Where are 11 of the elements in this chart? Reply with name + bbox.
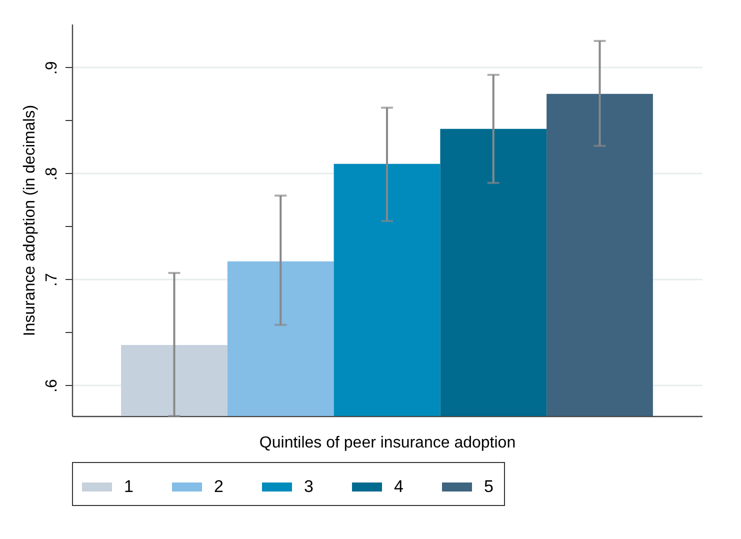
legend-label: 2	[214, 477, 224, 496]
legend-label: 1	[124, 477, 134, 496]
legend-label: 3	[304, 477, 314, 496]
x-axis-title: Quintiles of peer insurance adoption	[259, 434, 516, 452]
y-tick-label: .6	[44, 379, 60, 392]
y-axis-title: Insurance adoption (in decimals)	[22, 104, 38, 336]
legend-label: 5	[484, 477, 494, 496]
y-tick-label: .9	[44, 61, 60, 75]
y-tick-label: .8	[44, 167, 60, 181]
y-tick-label: .7	[44, 273, 60, 286]
legend-label: 4	[394, 477, 404, 496]
